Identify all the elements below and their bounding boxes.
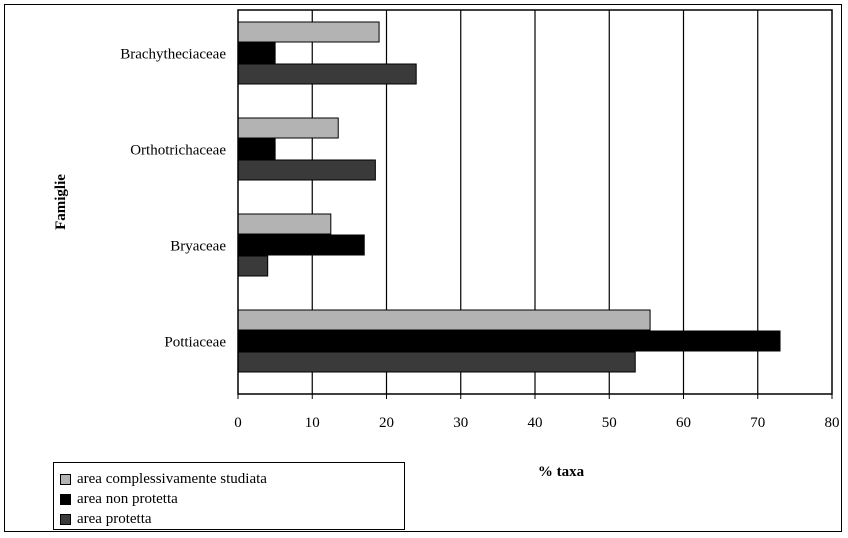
bar: [237, 159, 376, 181]
bar: [237, 234, 365, 256]
x-tick-label: 20: [379, 415, 394, 431]
category-label: Pottiaceae: [164, 335, 226, 351]
legend-item: area complessivamente studiata: [60, 469, 404, 489]
legend-swatch: [60, 473, 71, 485]
x-tick-label: 10: [305, 415, 320, 431]
x-tick-label: 70: [750, 415, 765, 431]
x-tick-label: 30: [453, 415, 468, 431]
legend-swatch: [60, 513, 71, 525]
x-tick-label: 0: [234, 415, 242, 431]
x-tick-label: 50: [602, 415, 617, 431]
legend-label: area protetta: [77, 511, 152, 527]
bar: [237, 117, 339, 139]
x-axis-ticks: 0 10 20 30 40 50 60 70 80: [234, 394, 840, 431]
bar: [237, 351, 636, 373]
legend-label: area complessivamente studiata: [77, 471, 267, 487]
x-tick-label: 80: [825, 415, 840, 431]
bar: [237, 138, 276, 160]
x-tick-label: 40: [528, 415, 543, 431]
legend-label: area non protetta: [77, 491, 178, 507]
legend-item: area non protetta: [60, 489, 404, 509]
bar: [237, 42, 276, 64]
bar: [237, 330, 781, 352]
category-label: Brachytheciaceae: [120, 47, 226, 63]
category-label: Orthotrichaceae: [130, 143, 226, 159]
y-axis-title: Famiglie: [53, 174, 69, 230]
legend: area complessivamente studiata area non p…: [53, 462, 405, 530]
x-tick-label: 60: [676, 415, 691, 431]
x-axis-title: % taxa: [538, 464, 585, 480]
bar: [237, 255, 269, 277]
legend-item: area protetta: [60, 509, 404, 529]
y-axis-categories: Brachytheciaceae Orthotrichaceae Bryaceae P…: [120, 47, 226, 351]
legend-swatch: [60, 493, 71, 505]
bar: [237, 309, 651, 331]
bar: [237, 213, 332, 235]
bars: [237, 21, 781, 373]
bar: [237, 63, 417, 85]
bar: [237, 21, 380, 43]
category-label: Bryaceae: [170, 239, 226, 255]
chart-frame: [4, 4, 842, 532]
